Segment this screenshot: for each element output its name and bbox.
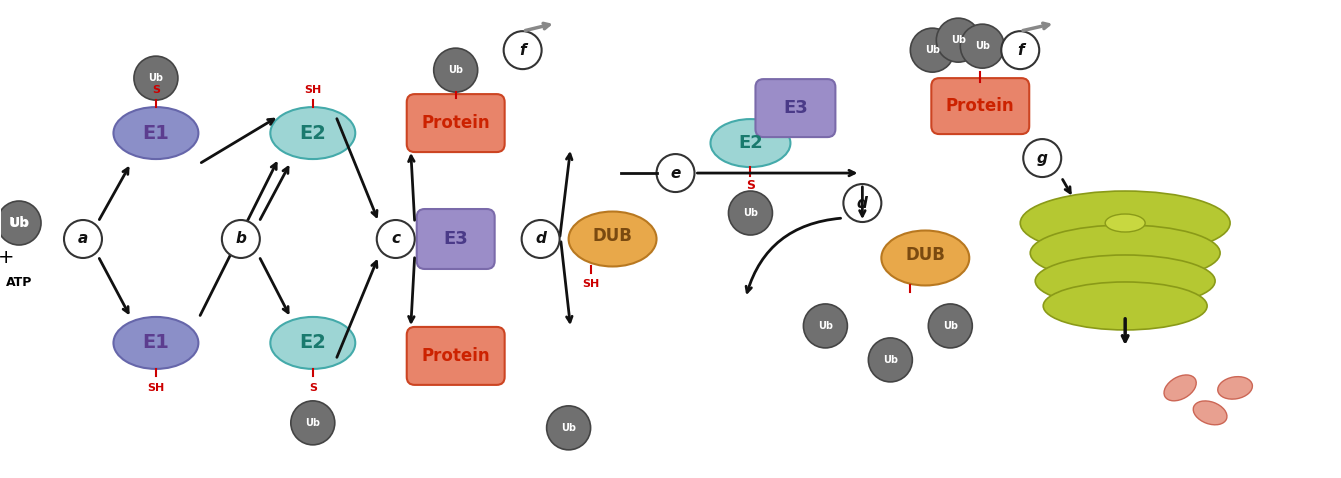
Circle shape [0,201,42,245]
Text: f: f [519,43,526,58]
Text: Protein: Protein [421,347,489,365]
Text: a: a [78,231,89,247]
Text: +: + [0,249,15,268]
Text: S: S [746,179,755,192]
Circle shape [728,191,772,235]
Circle shape [911,28,955,72]
Ellipse shape [1105,214,1145,232]
Circle shape [377,220,414,258]
Circle shape [869,338,912,382]
Text: c: c [392,231,400,247]
Text: Ub: Ub [818,321,833,331]
Circle shape [504,31,542,69]
Circle shape [928,304,972,348]
FancyBboxPatch shape [406,327,504,385]
Text: Ub: Ub [943,321,957,331]
Text: DUB: DUB [593,227,633,245]
Circle shape [803,304,848,348]
Text: Ub: Ub [306,418,320,428]
Ellipse shape [711,119,790,167]
Circle shape [221,220,260,258]
Circle shape [657,154,695,192]
Text: E3: E3 [783,99,807,117]
Circle shape [1023,139,1061,177]
Ellipse shape [1035,255,1215,307]
Text: Ub: Ub [882,355,898,365]
Text: b: b [236,231,247,247]
Text: f: f [1016,43,1023,58]
Text: SH: SH [582,279,599,289]
Ellipse shape [114,107,198,159]
Text: DUB: DUB [905,246,945,264]
Text: Ub: Ub [8,216,30,230]
Ellipse shape [271,317,355,369]
Text: SH: SH [148,383,165,393]
Circle shape [936,18,980,62]
Text: d: d [857,196,868,210]
Circle shape [134,56,178,100]
Text: d: d [535,231,546,247]
Ellipse shape [1030,225,1220,281]
Text: Ub: Ub [975,41,990,51]
Circle shape [64,220,102,258]
Text: Ub: Ub [448,65,463,75]
Text: Protein: Protein [421,114,489,132]
FancyBboxPatch shape [417,209,495,269]
Text: E3: E3 [444,230,468,248]
Ellipse shape [1218,377,1252,399]
Text: SH: SH [304,85,322,95]
FancyBboxPatch shape [406,94,504,152]
Circle shape [522,220,559,258]
Circle shape [433,48,477,92]
Text: E2: E2 [299,334,326,352]
Text: S: S [308,383,316,393]
Text: Ub: Ub [925,45,940,55]
Ellipse shape [1193,401,1227,425]
Ellipse shape [1164,375,1196,401]
FancyBboxPatch shape [755,79,835,137]
Circle shape [1002,31,1039,69]
Text: g: g [1037,151,1047,165]
Text: Ub: Ub [743,208,758,218]
Text: ATP: ATP [5,276,32,290]
Text: Ub: Ub [149,73,164,83]
Text: S: S [152,85,160,95]
Text: e: e [670,165,681,181]
Text: Ub: Ub [561,423,577,433]
Circle shape [960,24,1004,68]
Circle shape [291,401,335,445]
Ellipse shape [881,230,970,285]
Text: Ub: Ub [11,218,27,228]
Ellipse shape [1021,191,1230,255]
Text: Ub: Ub [951,35,966,45]
Text: E1: E1 [142,124,169,142]
Circle shape [843,184,881,222]
Circle shape [547,406,590,450]
Text: E1: E1 [142,334,169,352]
Ellipse shape [1043,282,1207,330]
Text: E2: E2 [299,124,326,142]
Ellipse shape [114,317,198,369]
FancyBboxPatch shape [931,78,1030,134]
Ellipse shape [271,107,355,159]
Text: E2: E2 [738,134,763,152]
Text: Protein: Protein [945,97,1015,115]
Ellipse shape [569,212,657,266]
